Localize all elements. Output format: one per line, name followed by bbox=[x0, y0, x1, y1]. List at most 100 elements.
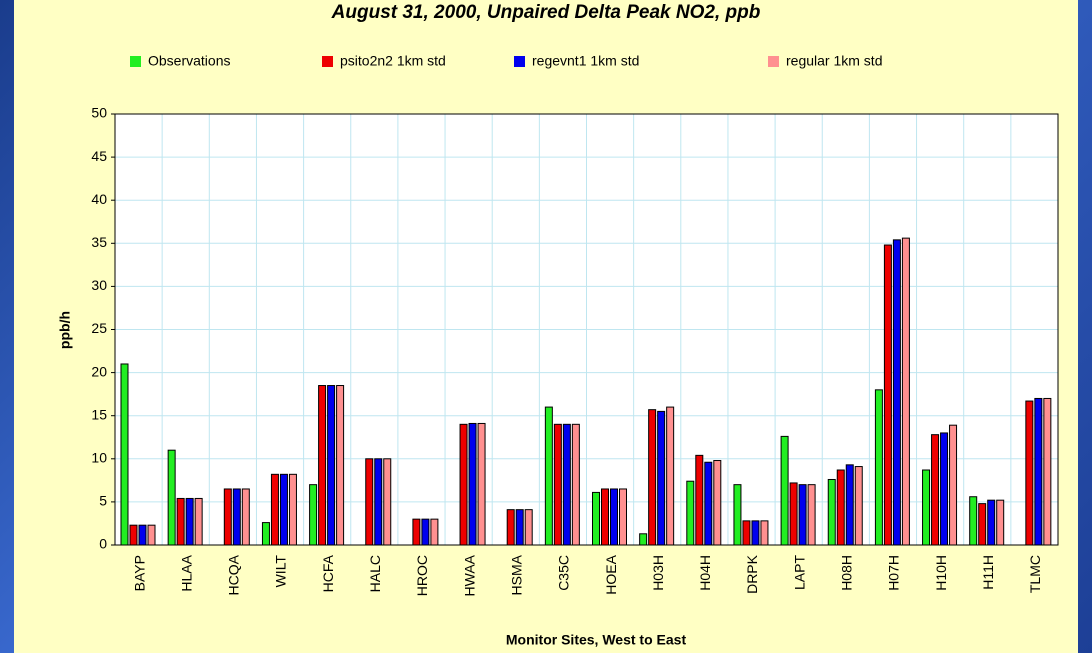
bar bbox=[845, 464, 854, 546]
bar bbox=[760, 520, 769, 546]
bar bbox=[309, 484, 318, 546]
bar bbox=[807, 484, 816, 546]
bar bbox=[524, 509, 533, 546]
bar bbox=[610, 488, 618, 546]
bar bbox=[241, 488, 250, 546]
bar bbox=[931, 434, 940, 546]
bar bbox=[232, 488, 241, 546]
bar bbox=[854, 466, 863, 546]
bar bbox=[780, 435, 789, 546]
y-tick-label: 45 bbox=[91, 148, 107, 164]
x-tick-label: H04H bbox=[697, 555, 713, 591]
bar bbox=[648, 409, 657, 546]
bar bbox=[571, 423, 580, 546]
y-tick-label: 50 bbox=[91, 105, 107, 121]
bar bbox=[430, 518, 439, 546]
bar bbox=[365, 458, 374, 546]
bar bbox=[789, 482, 798, 546]
bar bbox=[138, 524, 147, 546]
bar bbox=[120, 363, 129, 546]
bar bbox=[194, 497, 203, 546]
bar bbox=[279, 473, 288, 546]
bar bbox=[978, 503, 987, 546]
bar bbox=[562, 423, 571, 546]
y-tick-label: 35 bbox=[91, 234, 107, 250]
x-axis-title: Monitor Sites, West to East bbox=[506, 632, 687, 648]
y-axis-title: ppb/h bbox=[57, 311, 73, 349]
bar bbox=[129, 524, 138, 546]
bar bbox=[619, 488, 627, 546]
legend-label: regular 1km std bbox=[786, 53, 882, 69]
x-tick-label: HCQA bbox=[226, 554, 242, 595]
x-tick-label: C35C bbox=[556, 555, 572, 591]
legend-swatch bbox=[514, 56, 525, 67]
y-tick-label: 10 bbox=[91, 450, 107, 466]
bar bbox=[223, 488, 232, 546]
bar bbox=[459, 423, 468, 546]
bar bbox=[147, 524, 156, 546]
bar bbox=[374, 458, 383, 546]
bar bbox=[1043, 397, 1052, 546]
y-tick-label: 5 bbox=[99, 493, 107, 509]
legend-label: regevnt1 1km std bbox=[532, 53, 639, 69]
bar bbox=[336, 385, 345, 546]
legend-swatch bbox=[768, 56, 779, 67]
y-tick-label: 20 bbox=[91, 363, 107, 379]
y-tick-label: 30 bbox=[91, 277, 107, 293]
bar bbox=[996, 499, 1005, 546]
bar bbox=[733, 484, 742, 546]
bar bbox=[798, 484, 807, 546]
bar bbox=[901, 237, 910, 546]
x-tick-label: DRPK bbox=[744, 554, 760, 594]
bar bbox=[185, 497, 194, 546]
bar bbox=[922, 469, 931, 546]
bar bbox=[883, 244, 892, 546]
legend-swatch bbox=[322, 56, 333, 67]
bar bbox=[327, 385, 336, 546]
x-tick-label: HOEA bbox=[603, 554, 619, 594]
bar bbox=[1025, 400, 1034, 546]
plot-border bbox=[114, 113, 1059, 546]
bar bbox=[940, 432, 949, 546]
bar bbox=[949, 424, 958, 546]
x-tick-label: WILT bbox=[273, 555, 289, 588]
bar bbox=[553, 423, 562, 546]
bar bbox=[742, 520, 751, 546]
x-tick-label: H07H bbox=[886, 555, 902, 591]
x-tick-label: H08H bbox=[839, 555, 855, 591]
x-tick-label: HCFA bbox=[320, 554, 336, 592]
x-tick-label: H10H bbox=[933, 555, 949, 591]
bar bbox=[592, 491, 600, 546]
bar bbox=[421, 518, 430, 546]
bar bbox=[639, 533, 648, 546]
bar bbox=[167, 449, 176, 546]
legend-label: psito2n2 1km std bbox=[340, 53, 446, 69]
bar bbox=[544, 406, 553, 546]
bar bbox=[515, 509, 524, 546]
x-tick-label: TLMC bbox=[1027, 555, 1043, 593]
bar bbox=[874, 389, 883, 546]
x-tick-label: HWAA bbox=[461, 554, 477, 596]
bar bbox=[695, 454, 704, 546]
bar bbox=[477, 422, 486, 546]
x-tick-label: LAPT bbox=[791, 555, 807, 590]
bar bbox=[176, 497, 185, 546]
x-tick-label: HROC bbox=[414, 555, 430, 596]
chart-title: August 31, 2000, Unpaired Delta Peak NO2… bbox=[331, 2, 761, 23]
bar bbox=[1034, 397, 1043, 546]
bar bbox=[383, 458, 392, 546]
bar bbox=[836, 469, 845, 546]
y-tick-label: 40 bbox=[91, 191, 107, 207]
x-tick-label: H03H bbox=[650, 555, 666, 591]
x-tick-label: H11H bbox=[980, 555, 996, 590]
bar bbox=[270, 473, 279, 546]
bar bbox=[601, 488, 609, 546]
bar bbox=[261, 522, 270, 546]
bar bbox=[892, 239, 901, 546]
bar bbox=[318, 385, 327, 546]
bar bbox=[666, 406, 675, 546]
bar bbox=[686, 480, 695, 546]
x-tick-label: BAYP bbox=[131, 555, 147, 591]
legend-swatch bbox=[130, 56, 141, 67]
